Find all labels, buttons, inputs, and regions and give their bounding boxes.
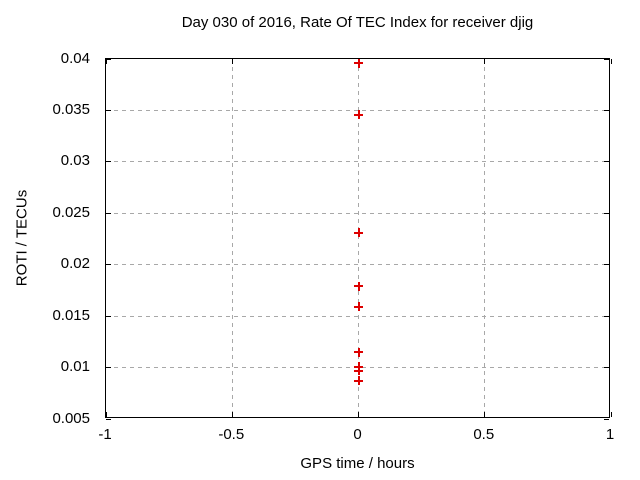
plot-area	[105, 58, 612, 420]
y-tick-label: 0.025	[52, 203, 90, 221]
y-tick-mark-right	[604, 264, 609, 266]
data-point	[354, 347, 363, 357]
y-tick-label: 0.015	[52, 306, 90, 324]
x-tick-mark-top	[105, 59, 107, 64]
gridline-vertical	[484, 59, 486, 417]
y-tick-label: 0.005	[52, 409, 90, 427]
data-point	[354, 376, 363, 386]
x-tick-mark-top	[610, 59, 612, 64]
gridline-horizontal	[106, 264, 609, 266]
x-tick-mark-bottom	[231, 412, 233, 417]
y-tick-mark-right	[604, 315, 609, 317]
gridline-vertical	[358, 59, 359, 417]
data-point	[354, 228, 363, 238]
y-tick-label: 0.01	[60, 358, 90, 376]
y-tick-mark-left	[106, 161, 111, 163]
y-tick-mark-left	[106, 315, 111, 317]
y-tick-label: 0.035	[52, 100, 90, 118]
gridline-horizontal	[106, 212, 609, 214]
gridline-horizontal	[106, 161, 609, 163]
y-tick-mark-right	[604, 212, 609, 214]
data-point	[354, 58, 363, 68]
x-tick-label: 0.5	[473, 426, 495, 443]
data-point	[354, 302, 363, 312]
x-tick-label: -0.5	[218, 426, 245, 443]
x-tick-mark-bottom	[358, 412, 359, 417]
y-tick-label: 0.03	[60, 152, 90, 170]
y-tick-label: 0.02	[60, 255, 90, 273]
y-tick-mark-left	[106, 58, 111, 60]
x-tick-label: 1	[605, 426, 615, 443]
chart-title: Day 030 of 2016, Rate Of TEC Index for r…	[181, 14, 534, 31]
x-axis-title: GPS time / hours	[300, 455, 415, 472]
data-point	[354, 281, 363, 291]
y-tick-mark-right	[604, 109, 609, 111]
data-point	[354, 366, 363, 376]
y-tick-mark-left	[106, 212, 111, 214]
x-tick-mark-top	[484, 59, 486, 64]
y-tick-mark-left	[106, 367, 111, 369]
y-tick-mark-left	[106, 109, 111, 111]
x-tick-label: 0	[353, 426, 362, 443]
y-tick-mark-left	[106, 418, 111, 420]
y-tick-mark-right	[604, 418, 609, 420]
x-tick-label: -1	[98, 426, 112, 443]
gridline-horizontal	[106, 315, 609, 317]
x-tick-mark-top	[231, 59, 233, 64]
x-tick-mark-bottom	[484, 412, 486, 417]
gridline-vertical	[231, 59, 233, 417]
data-point	[354, 110, 363, 120]
y-tick-mark-right	[604, 58, 609, 60]
y-tick-label: 0.04	[60, 49, 90, 67]
x-tick-mark-bottom	[610, 412, 612, 417]
y-tick-mark-right	[604, 161, 609, 163]
y-tick-mark-left	[106, 264, 111, 266]
y-tick-mark-right	[604, 367, 609, 369]
x-tick-mark-bottom	[105, 412, 107, 417]
